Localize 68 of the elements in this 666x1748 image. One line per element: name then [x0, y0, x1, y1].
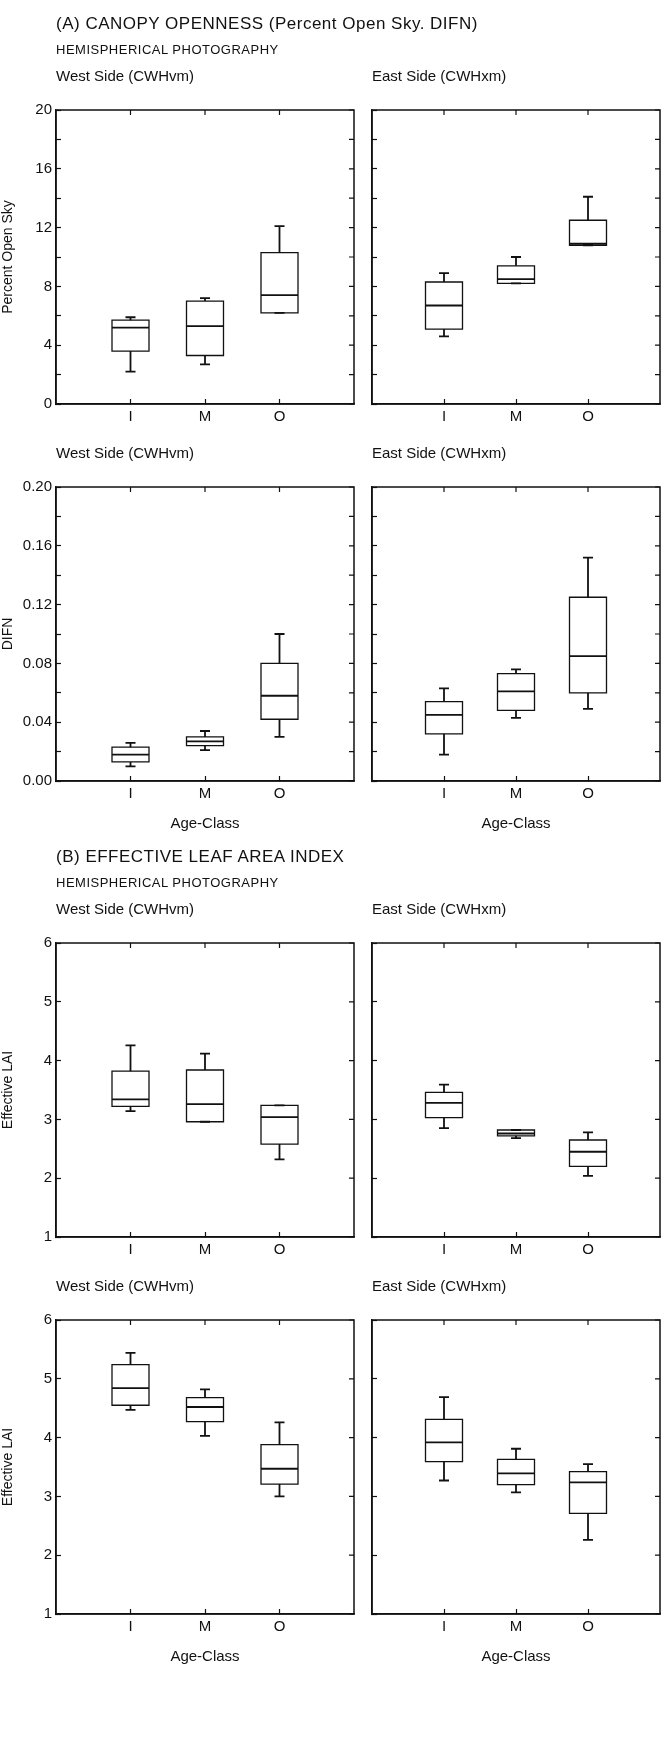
y-tick-label: 16 — [35, 158, 52, 176]
x-tick-label: M — [198, 407, 212, 425]
y-tick-label: 0.04 — [22, 712, 52, 730]
chart-title: West Side (CWHvm) — [56, 1277, 196, 1294]
y-tick-label: 5 — [43, 991, 52, 1009]
chart-title: West Side (CWHvm) — [56, 67, 196, 84]
x-tick-label: O — [273, 784, 286, 802]
text: (B) EFFECTIVE LEAF AREA INDEX — [56, 847, 346, 867]
x-tick-label: I — [128, 784, 133, 802]
x-tick-label: I — [128, 407, 133, 425]
x-tick-label: O — [582, 1617, 594, 1635]
x-tick-label: M — [198, 1240, 212, 1258]
x-tick-label: M — [509, 1240, 523, 1258]
chart-title: East Side (CWHxm) — [372, 67, 508, 84]
x-tick-label: M — [198, 1617, 212, 1635]
x-tick-label: O — [273, 1240, 286, 1258]
chart-title: West Side (CWHvm) — [56, 444, 196, 461]
x-axis-title: Age-Class — [170, 814, 240, 832]
y-tick-label: 3 — [43, 1109, 52, 1127]
x-tick-label: M — [509, 1617, 523, 1635]
y-tick-label: 1 — [43, 1227, 52, 1245]
y-tick-label: 0.12 — [22, 594, 52, 612]
y-tick-label: 4 — [43, 1427, 52, 1445]
x-tick-label: O — [582, 1240, 594, 1258]
y-tick-label: 0.16 — [22, 535, 52, 553]
text: (A) CANOPY OPENNESS (Percent Open Sky. DIFN) — [56, 14, 478, 34]
x-tick-label: I — [441, 1617, 447, 1635]
chart-title: West Side (CWHvm) — [56, 900, 196, 917]
chart-title: East Side (CWHxm) — [372, 444, 508, 461]
y-tick-label: 4 — [43, 335, 52, 353]
chart-title: East Side (CWHxm) — [372, 1277, 508, 1294]
x-tick-label: O — [582, 407, 594, 425]
y-tick-label: 0.00 — [22, 771, 52, 789]
y-tick-label: 4 — [43, 1050, 52, 1068]
y-tick-label: 8 — [43, 276, 52, 294]
x-tick-label: I — [441, 1240, 447, 1258]
y-tick-label: 20 — [35, 100, 52, 118]
x-tick-label: I — [441, 784, 447, 802]
y-tick-label: 12 — [35, 217, 52, 235]
x-axis-title: Age-Class — [170, 1647, 240, 1665]
x-axis-title: Age-Class — [481, 1647, 551, 1665]
x-tick-label: I — [128, 1617, 133, 1635]
x-axis-title: Age-Class — [481, 814, 551, 832]
x-tick-label: O — [273, 1617, 286, 1635]
y-tick-label: 0.20 — [22, 477, 52, 495]
y-tick-label: 5 — [43, 1368, 52, 1386]
text: HEMISPHERICAL PHOTOGRAPHY — [56, 875, 280, 890]
y-tick-label: 6 — [43, 1310, 52, 1328]
x-tick-label: O — [273, 407, 286, 425]
y-tick-label: 3 — [43, 1486, 52, 1504]
x-tick-label: O — [582, 784, 594, 802]
y-axis-title: Effective LAI — [0, 1427, 16, 1507]
y-tick-label: 1 — [43, 1604, 52, 1622]
chart-title: East Side (CWHxm) — [372, 900, 508, 917]
y-axis-title: Percent Open Sky — [0, 200, 16, 314]
x-tick-label: M — [509, 784, 523, 802]
y-tick-label: 2 — [43, 1168, 52, 1186]
y-tick-label: 2 — [43, 1545, 52, 1563]
text: HEMISPHERICAL PHOTOGRAPHY — [56, 42, 280, 57]
x-tick-label: M — [509, 407, 523, 425]
y-tick-label: 0 — [43, 394, 52, 412]
x-tick-label: I — [128, 1240, 133, 1258]
x-tick-label: I — [441, 407, 447, 425]
y-axis-title: Effective LAI — [0, 1050, 16, 1130]
y-axis-title: DIFN — [0, 617, 16, 651]
y-tick-label: 6 — [43, 933, 52, 951]
x-tick-label: M — [198, 784, 212, 802]
y-tick-label: 0.08 — [22, 653, 52, 671]
